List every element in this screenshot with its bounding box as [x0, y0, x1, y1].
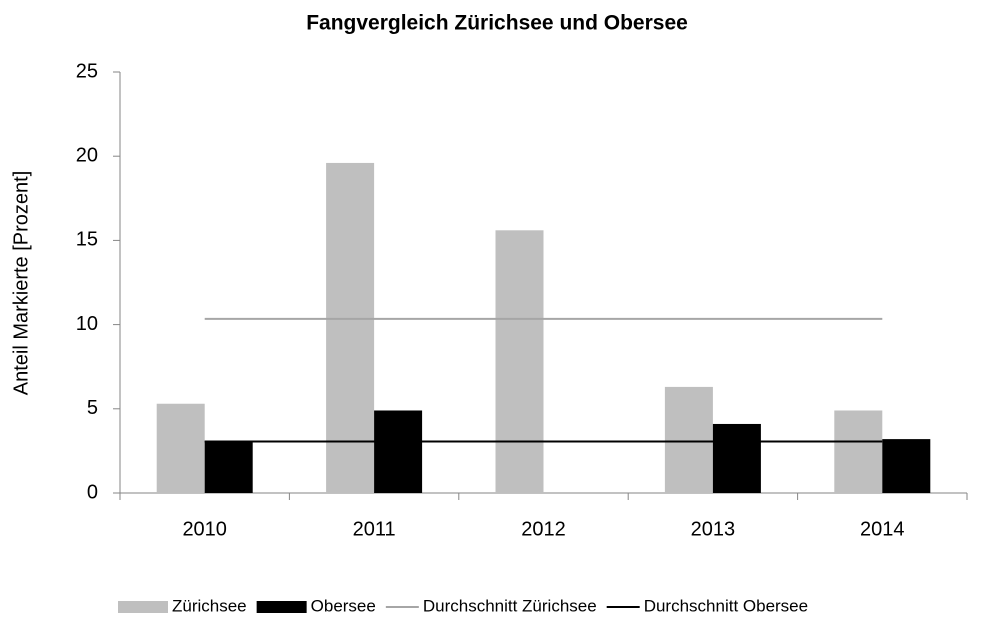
legend-label: Durchschnitt Obersee	[644, 596, 808, 615]
y-tick-label: 25	[76, 60, 98, 82]
bar	[834, 410, 883, 493]
legend-label: Durchschnitt Zürichsee	[423, 596, 597, 615]
legend-label: Zürichsee	[172, 596, 247, 615]
bar	[882, 439, 931, 493]
bar	[495, 230, 544, 493]
bar	[664, 386, 713, 493]
x-tick-label: 2010	[182, 518, 227, 540]
bar	[156, 403, 205, 493]
x-tick-label: 2013	[691, 518, 736, 540]
y-tick-label: 10	[76, 313, 98, 335]
y-tick-label: 5	[87, 397, 98, 419]
legend-swatch	[256, 601, 307, 613]
x-tick-label: 2012	[521, 518, 566, 540]
legend-swatch	[118, 601, 168, 613]
legend-label: Obersee	[311, 596, 376, 615]
chart-title: Fangvergleich Zürichsee und Obersee	[306, 12, 688, 35]
bar	[204, 440, 253, 493]
y-tick-label: 0	[87, 481, 98, 503]
y-tick-label: 15	[76, 229, 98, 251]
bar	[712, 423, 761, 493]
bar	[374, 410, 423, 493]
bar	[326, 162, 375, 493]
y-axis-label: Anteil Markierte [Prozent]	[10, 171, 32, 396]
x-tick-label: 2011	[353, 518, 396, 540]
x-tick-label: 2014	[860, 518, 905, 540]
y-tick-label: 20	[76, 144, 98, 166]
